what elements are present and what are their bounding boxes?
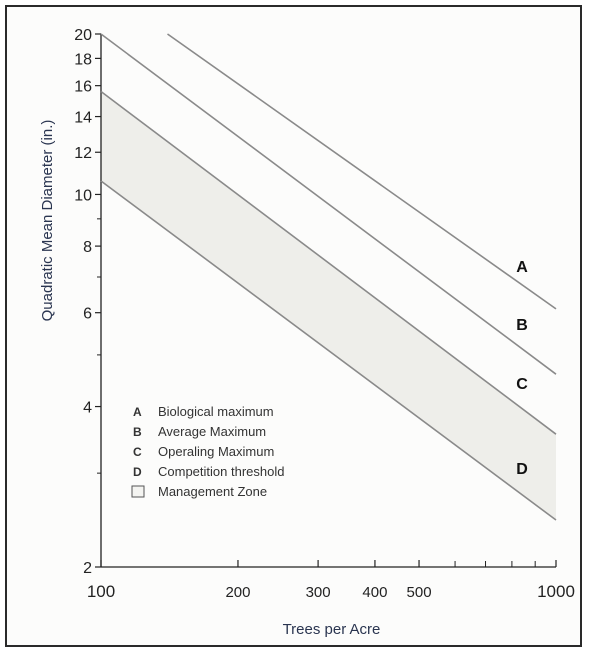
series-line-c bbox=[100, 90, 557, 435]
x-tick-label: 1000 bbox=[537, 582, 575, 601]
legend-label-b: Average Maximum bbox=[158, 424, 266, 439]
y-tick-label: 4 bbox=[83, 400, 92, 417]
legend-swatch-management-zone bbox=[131, 485, 145, 498]
management-zone-layer bbox=[101, 91, 556, 521]
legend-key-a: A bbox=[133, 405, 142, 419]
legend-key-b: B bbox=[133, 425, 142, 439]
line-label-d: D bbox=[516, 461, 528, 478]
series-line-d bbox=[100, 180, 557, 521]
line-labels-layer: A B C D bbox=[516, 259, 528, 478]
x-tick-label: 400 bbox=[362, 584, 387, 601]
legend-label-a: Biological maximum bbox=[158, 404, 274, 419]
y-axis-title: Quadratic Mean Diameter (in.) bbox=[39, 120, 56, 322]
x-tick-label: 500 bbox=[407, 584, 432, 601]
legend-label-c: Operaling Maximum bbox=[158, 444, 274, 459]
legend-key-d: D bbox=[133, 465, 142, 479]
x-axis-title: Trees per Acre bbox=[283, 621, 381, 638]
y-tick-label: 20 bbox=[74, 27, 92, 44]
line-label-b: B bbox=[516, 317, 528, 334]
series-layer bbox=[100, 33, 557, 521]
x-tick-label: 200 bbox=[225, 584, 250, 601]
y-tick-label: 12 bbox=[74, 145, 92, 162]
legend-label-d: Competition threshold bbox=[158, 464, 284, 479]
y-tick-label: 18 bbox=[74, 51, 92, 68]
axes-layer: 2 4 6 8 10 12 14 16 18 20 100 200 300 400 500 1000 bbox=[74, 27, 575, 601]
legend: A Biological maximum B Average Maximum C Oper… bbox=[131, 404, 284, 499]
y-tick-label: 2 bbox=[83, 560, 92, 577]
y-tick-label: 6 bbox=[83, 306, 92, 323]
y-tick-label: 16 bbox=[74, 79, 92, 96]
x-tick-label: 300 bbox=[306, 584, 331, 601]
line-label-c: C bbox=[516, 376, 528, 393]
series-line-b bbox=[100, 33, 557, 375]
series-line-a bbox=[167, 33, 557, 310]
line-label-a: A bbox=[516, 259, 528, 276]
legend-key-c: C bbox=[133, 445, 142, 459]
legend-label-management-zone: Management Zone bbox=[158, 484, 267, 499]
y-tick-label: 14 bbox=[74, 110, 92, 127]
y-tick-label: 10 bbox=[74, 187, 92, 204]
management-zone-fill bbox=[101, 91, 556, 521]
y-tick-label: 8 bbox=[83, 239, 92, 256]
x-tick-label: 100 bbox=[87, 582, 115, 601]
